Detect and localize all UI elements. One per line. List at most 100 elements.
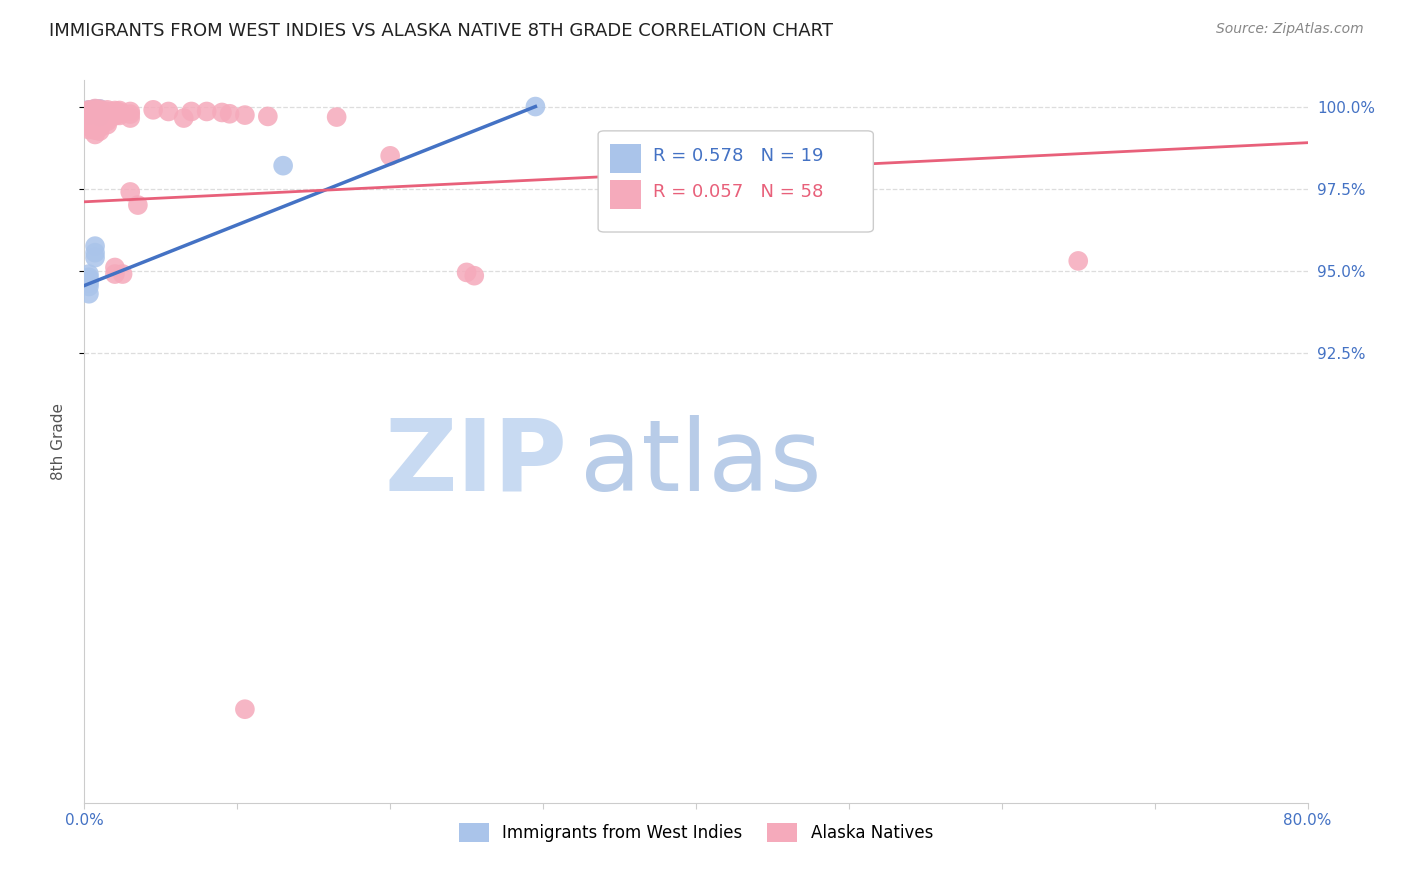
Point (84, 112, 107, 126)
Point (84, 103, 107, 117)
Point (89, 103, 111, 117)
Point (96, 104, 118, 119)
Point (84, 239, 107, 253)
Point (89, 104, 111, 119)
Y-axis label: 8th Grade: 8th Grade (51, 403, 66, 480)
Point (77, 286, 100, 301)
Point (84, 118, 107, 132)
Point (89, 124, 111, 138)
Point (89, 106, 111, 120)
Point (84, 105, 107, 120)
Point (77, 103, 100, 117)
Point (120, 111, 142, 125)
Point (96, 103, 118, 117)
Text: ZIP: ZIP (385, 415, 568, 512)
Point (104, 103, 127, 118)
Point (111, 267, 134, 281)
Point (77, 107, 100, 121)
Point (731, 142, 754, 156)
Point (84, 106, 107, 120)
Point (685, 183, 707, 197)
Point (77, 104, 100, 119)
Point (89, 106, 111, 120)
Point (89, 110, 111, 124)
Point (84, 110, 107, 124)
Point (195, 104, 218, 119)
Point (84, 128, 107, 142)
Point (104, 105, 127, 120)
Point (157, 104, 180, 119)
Point (84, 104, 107, 119)
Point (108, 103, 131, 118)
Point (89, 114, 111, 128)
Point (84, 107, 107, 121)
Point (84, 113, 107, 128)
Point (77, 108, 100, 122)
Point (77, 106, 100, 120)
Point (89, 104, 111, 119)
Point (211, 105, 233, 120)
Point (84, 102, 107, 116)
Point (89, 120, 111, 135)
Point (89, 102, 111, 116)
Point (84, 120, 107, 135)
Point (233, 702, 256, 716)
Point (77, 112, 100, 127)
Point (96, 108, 118, 122)
Point (108, 107, 131, 121)
Text: IMMIGRANTS FROM WEST INDIES VS ALASKA NATIVE 8TH GRADE CORRELATION CHART: IMMIGRANTS FROM WEST INDIES VS ALASKA NA… (49, 22, 834, 40)
Point (104, 109, 127, 123)
Point (77, 103, 100, 117)
Point (89, 112, 111, 126)
Text: Source: ZipAtlas.com: Source: ZipAtlas.com (1216, 22, 1364, 37)
Point (89, 102, 111, 116)
Point (142, 103, 165, 117)
Legend: Immigrants from West Indies, Alaska Natives: Immigrants from West Indies, Alaska Nati… (453, 816, 939, 848)
Point (77, 118, 100, 132)
Point (233, 108, 256, 122)
Point (104, 107, 127, 121)
Point (77, 105, 100, 120)
Point (84, 245, 107, 260)
Point (84, 251, 107, 265)
Point (180, 104, 202, 119)
Point (89, 110, 111, 124)
Point (218, 107, 240, 121)
Point (120, 185, 142, 199)
Point (120, 104, 142, 119)
Point (84, 102, 107, 116)
Point (77, 267, 100, 281)
Point (84, 103, 107, 118)
Point (692, 196, 714, 211)
Point (1067, 254, 1090, 268)
Text: R = 0.057   N = 58: R = 0.057 N = 58 (654, 183, 824, 201)
Point (77, 279, 100, 293)
Point (84, 115, 107, 129)
Point (77, 114, 100, 128)
Point (89, 103, 111, 118)
Point (380, 149, 402, 163)
Point (89, 108, 111, 122)
Point (456, 265, 478, 279)
Point (96, 118, 118, 132)
Point (96, 106, 118, 120)
Point (77, 274, 100, 288)
Point (96, 114, 118, 128)
Point (77, 105, 100, 120)
Point (104, 260, 127, 275)
Point (463, 268, 485, 283)
FancyBboxPatch shape (610, 180, 641, 209)
Text: R = 0.578   N = 19: R = 0.578 N = 19 (654, 147, 824, 165)
Point (77, 122, 100, 136)
Point (77, 111, 100, 125)
Point (84, 111, 107, 125)
Point (77, 110, 100, 124)
Point (84, 107, 107, 121)
FancyBboxPatch shape (610, 144, 641, 173)
Point (77, 120, 100, 134)
Point (96, 110, 118, 124)
Point (257, 110, 280, 124)
Point (127, 198, 149, 212)
Point (84, 103, 107, 117)
Point (77, 270, 100, 285)
